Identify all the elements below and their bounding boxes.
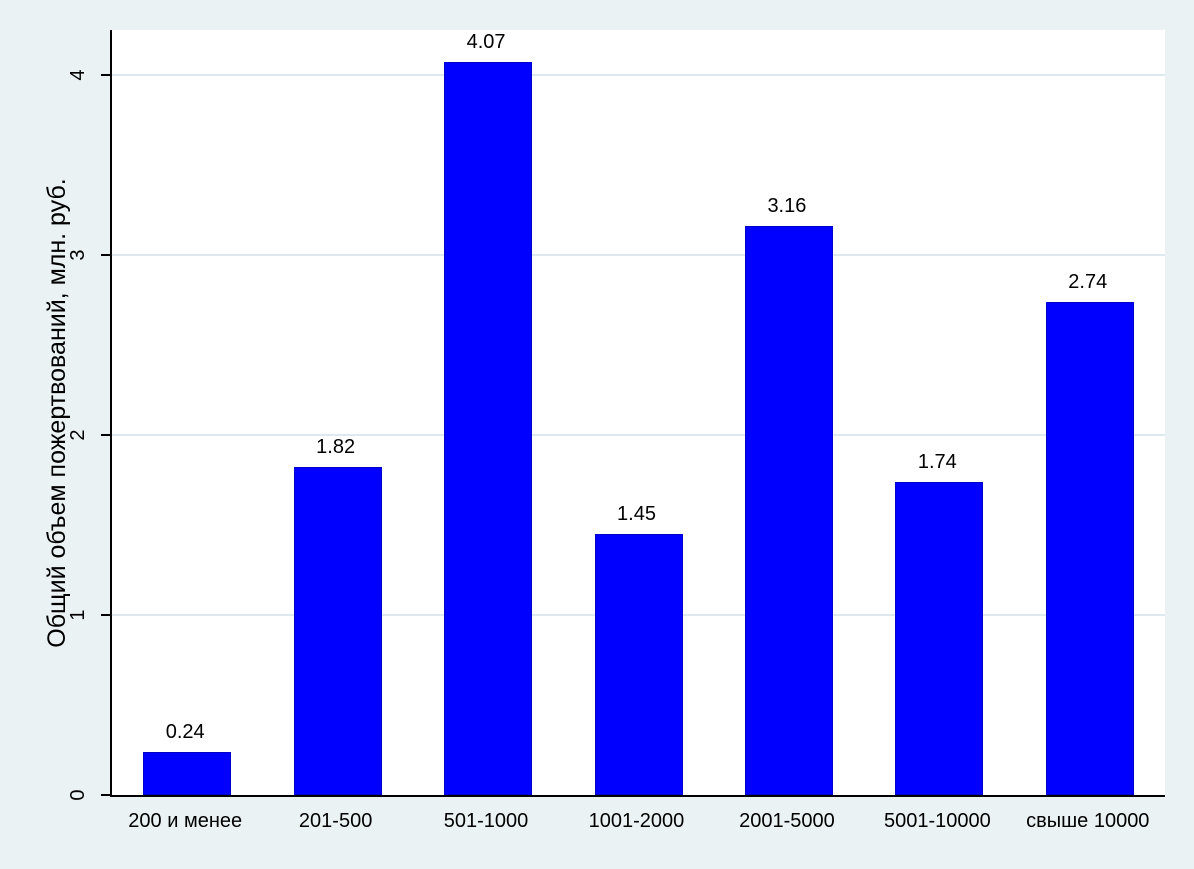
- bar-value-label-1: 0.24: [165, 720, 205, 743]
- bar-5: [744, 226, 833, 795]
- bar-2: [293, 467, 382, 795]
- x-category-label-3: 501-1000: [443, 810, 529, 832]
- bar-value-label-5: 3.16: [767, 195, 807, 218]
- bar-value-label-3: 4.07: [466, 31, 506, 54]
- bar-4: [594, 534, 683, 795]
- gridline-y4: [112, 74, 1165, 76]
- gridline-y3: [112, 254, 1165, 256]
- x-category-label-1: 200 и менее: [128, 810, 243, 832]
- bar-value-label-7: 2.74: [1068, 270, 1108, 293]
- bar-value-label-6: 1.74: [917, 450, 957, 473]
- bar-7: [1045, 301, 1134, 795]
- bar-3: [444, 62, 533, 795]
- y-tick-label-4: 4: [67, 69, 89, 81]
- x-category-label-7: свыше 10000: [1026, 810, 1150, 832]
- gridline-y2: [112, 434, 1165, 436]
- y-tick-label-2: 2: [67, 429, 89, 441]
- x-category-label-6: 5001-10000: [883, 810, 991, 832]
- x-category-label-4: 1001-2000: [588, 810, 685, 832]
- y-tick-label-3: 3: [67, 249, 89, 261]
- x-category-label-2: 201-500: [298, 810, 373, 832]
- x-category-label-5: 2001-5000: [739, 810, 835, 832]
- y-tick-label-1: 1: [67, 609, 89, 621]
- bar-6: [895, 481, 984, 795]
- y-tick-mark-2: [101, 434, 110, 436]
- plot-area: [110, 30, 1165, 797]
- y-tick-mark-0: [101, 794, 110, 796]
- y-tick-mark-4: [101, 74, 110, 76]
- y-tick-mark-1: [101, 614, 110, 616]
- bar-value-label-4: 1.45: [617, 503, 656, 525]
- y-tick-label-0: 0: [67, 789, 89, 801]
- y-tick-mark-3: [101, 254, 110, 256]
- bar-value-label-2: 1.82: [316, 436, 356, 459]
- bar-1: [143, 751, 232, 795]
